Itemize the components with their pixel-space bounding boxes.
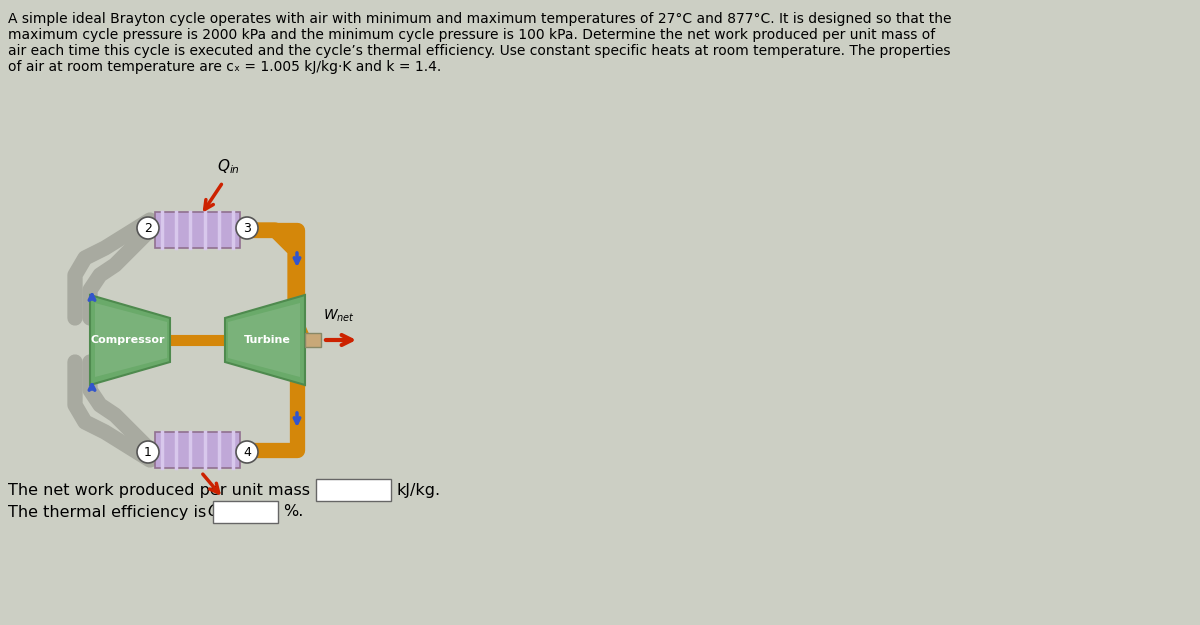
Text: $Q_\mathregular{out}$: $Q_\mathregular{out}$ [208, 502, 239, 521]
Polygon shape [95, 303, 167, 377]
Circle shape [236, 217, 258, 239]
Circle shape [236, 441, 258, 463]
Text: $W_\mathregular{net}$: $W_\mathregular{net}$ [323, 308, 355, 324]
Text: air each time this cycle is executed and the cycle’s thermal efficiency. Use con: air each time this cycle is executed and… [8, 44, 950, 58]
Polygon shape [90, 295, 170, 385]
Text: of air at room temperature are cₓ = 1.005 kJ/kg·K and k = 1.4.: of air at room temperature are cₓ = 1.00… [8, 60, 442, 74]
Text: Compressor: Compressor [91, 335, 166, 345]
Polygon shape [228, 303, 300, 377]
FancyBboxPatch shape [214, 501, 278, 523]
Polygon shape [226, 295, 305, 385]
Text: 1: 1 [144, 446, 152, 459]
Text: The net work produced per unit mass of air is: The net work produced per unit mass of a… [8, 482, 374, 498]
Text: 2: 2 [144, 221, 152, 234]
Circle shape [137, 217, 158, 239]
Text: The thermal efficiency is: The thermal efficiency is [8, 504, 206, 519]
Circle shape [137, 441, 158, 463]
FancyBboxPatch shape [316, 479, 391, 501]
FancyBboxPatch shape [155, 212, 240, 248]
Text: %.: %. [283, 504, 304, 519]
FancyBboxPatch shape [155, 432, 240, 468]
Text: $Q_\mathregular{in}$: $Q_\mathregular{in}$ [217, 158, 240, 176]
FancyBboxPatch shape [305, 333, 322, 347]
Text: maximum cycle pressure is 2000 kPa and the minimum cycle pressure is 100 kPa. De: maximum cycle pressure is 2000 kPa and t… [8, 28, 935, 42]
Text: 4: 4 [244, 446, 251, 459]
Text: A simple ideal Brayton cycle operates with air with minimum and maximum temperat: A simple ideal Brayton cycle operates wi… [8, 12, 952, 26]
Text: 3: 3 [244, 221, 251, 234]
Text: Turbine: Turbine [244, 335, 290, 345]
Text: kJ/kg.: kJ/kg. [396, 482, 440, 498]
